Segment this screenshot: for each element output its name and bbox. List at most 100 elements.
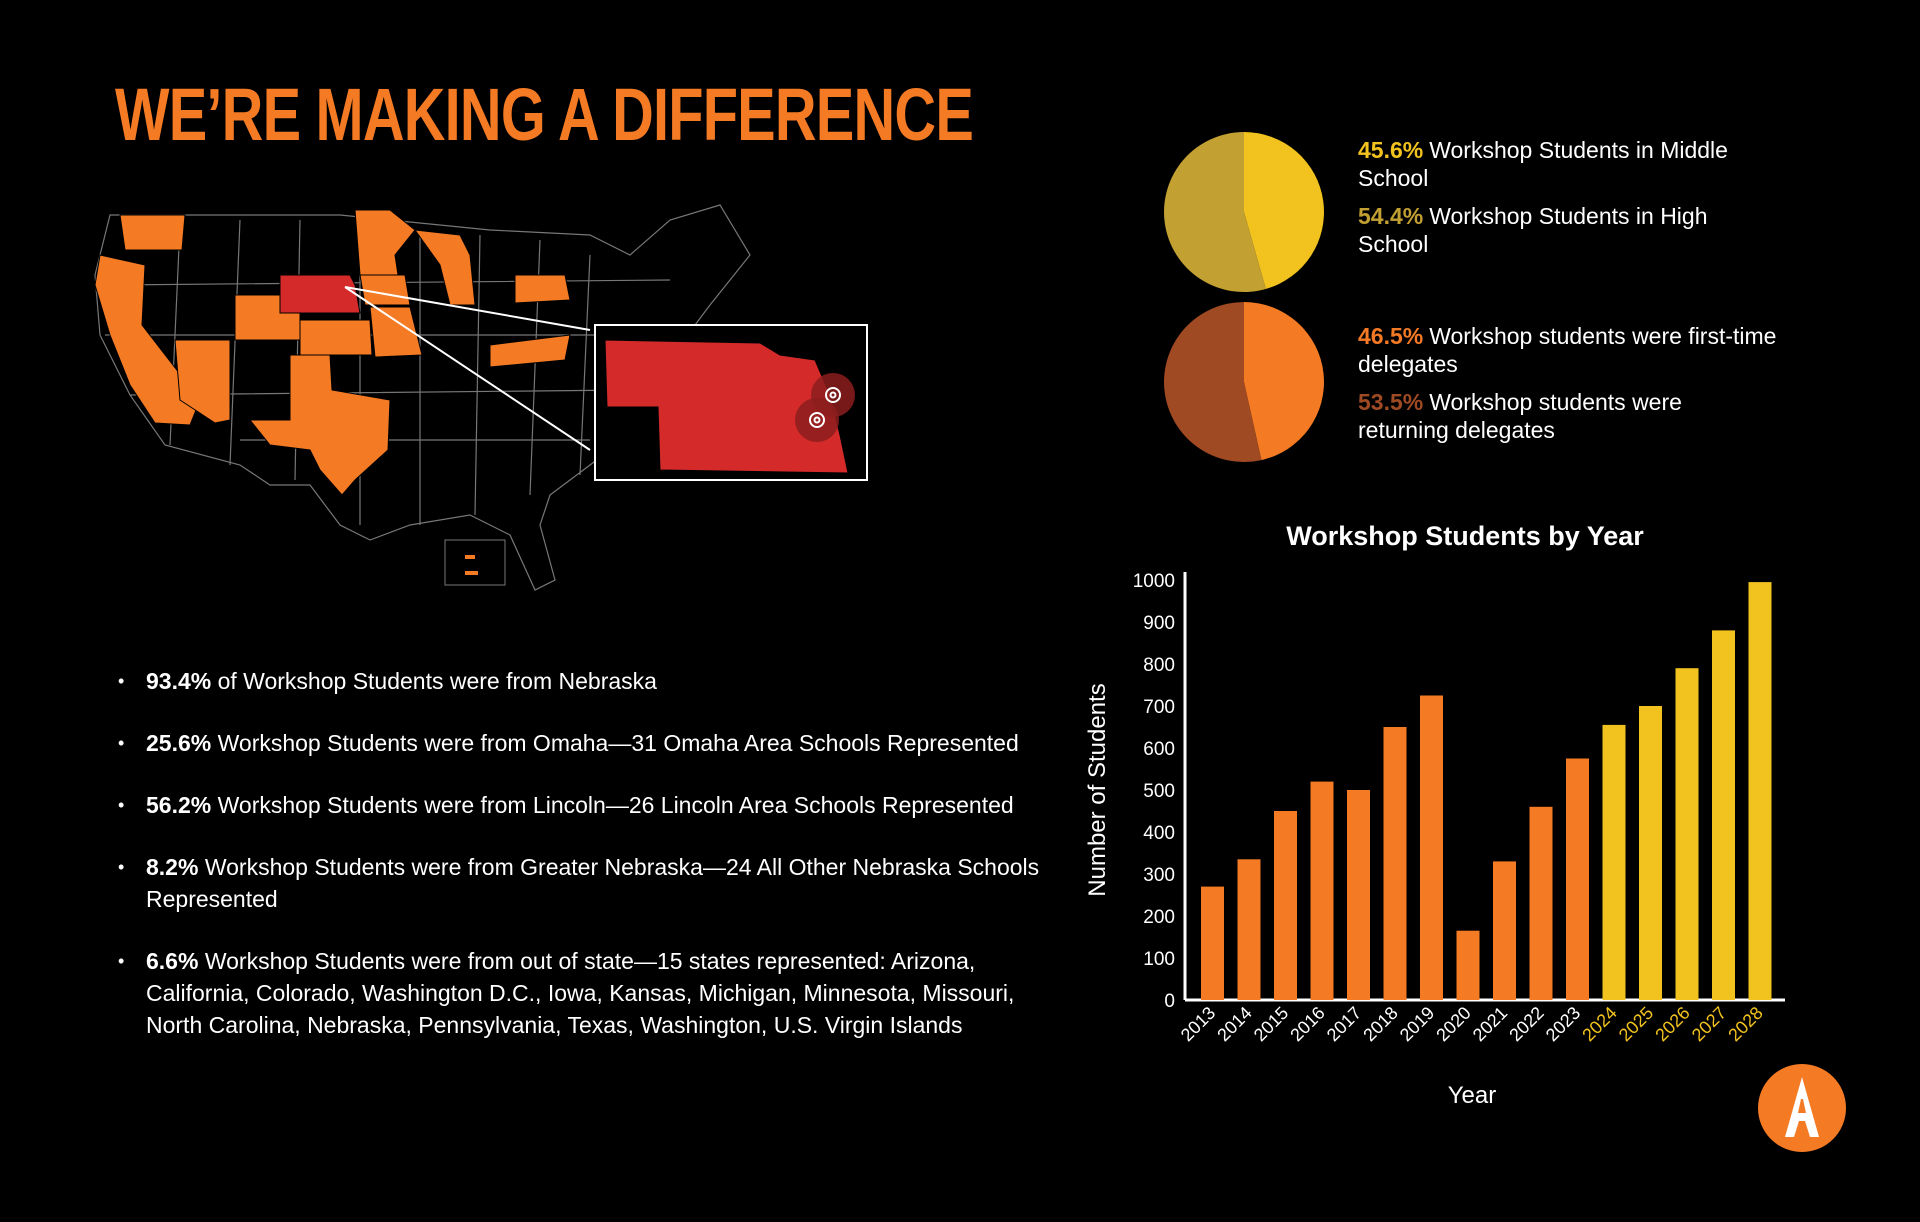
- bar: [1712, 630, 1735, 1000]
- bar-chart-students-by-year: Workshop Students by Year 0 100 200 300 400 50…: [1084, 521, 1785, 1109]
- state-iowa: [359, 274, 411, 306]
- state-arizona: [174, 339, 231, 424]
- bar: [1420, 695, 1443, 1000]
- legend-item: 46.5% Workshop students were first-time d…: [1358, 322, 1778, 378]
- bar: [1237, 859, 1261, 1000]
- y-tick-label: 500: [1143, 781, 1175, 802]
- bar: [1456, 930, 1480, 1000]
- nebraska-inset: [594, 324, 868, 481]
- lincoln-halo: [795, 398, 839, 442]
- stat-text: Workshop Students were from Greater Nebr…: [146, 854, 1040, 912]
- highlighted-states: [94, 209, 571, 586]
- bar: [1383, 727, 1407, 1000]
- brand-logo-icon: [1758, 1064, 1846, 1152]
- list-item: 8.2% Workshop Students were from Greater…: [118, 851, 1048, 915]
- y-tick-label: 400: [1143, 823, 1175, 844]
- x-axis-label: Year: [1448, 1082, 1497, 1109]
- state-nebraska: [279, 274, 361, 314]
- stats-list: 93.4% of Workshop Students were from Neb…: [118, 665, 1048, 1071]
- legend-label: Workshop Students in Middle School: [1358, 137, 1728, 191]
- pie-slice: [1164, 302, 1262, 462]
- bar: [1602, 724, 1626, 1000]
- virgin-islands-box: [444, 539, 506, 586]
- bar: [1310, 781, 1334, 1000]
- legend-item: 54.4% Workshop Students in High School: [1358, 202, 1778, 258]
- list-item: 93.4% of Workshop Students were from Neb…: [118, 665, 1048, 697]
- y-tick-label: 900: [1143, 613, 1175, 634]
- x-tick-label: 2028: [1724, 1003, 1766, 1045]
- state-michigan: [413, 229, 476, 306]
- stat-text: Workshop Students were from Omaha—31 Oma…: [211, 730, 1019, 756]
- bar: [1493, 861, 1516, 1000]
- legend-item: 45.6% Workshop Students in Middle School: [1358, 136, 1778, 192]
- pie-slice: [1244, 302, 1324, 461]
- state-kansas: [299, 319, 373, 356]
- list-item: 25.6% Workshop Students were from Omaha—…: [118, 727, 1048, 759]
- pie-chart-school-level: [1164, 132, 1324, 292]
- us-map: [94, 204, 868, 591]
- omaha-marker-dot: [829, 391, 837, 399]
- x-tick-label: 2014: [1213, 1003, 1255, 1045]
- x-tick-label: 2024: [1578, 1003, 1620, 1045]
- bar: [1347, 790, 1370, 1000]
- virgin-islands: [465, 555, 478, 575]
- bar: [1748, 582, 1772, 1000]
- legend-percent: 46.5%: [1358, 323, 1424, 349]
- y-tick-label: 200: [1143, 907, 1175, 928]
- lincoln-marker-dot: [813, 416, 821, 424]
- page-title: WE’RE MAKING A DIFFERENCE: [115, 73, 974, 156]
- stat-text: Workshop Students were from out of state…: [146, 948, 1015, 1038]
- state-washington: [119, 214, 186, 251]
- x-tick-label: 2018: [1359, 1003, 1401, 1045]
- inset-nebraska: [604, 339, 849, 474]
- bar: [1201, 886, 1224, 1000]
- x-tick-label: 2027: [1688, 1003, 1730, 1045]
- stat-percent: 8.2%: [146, 854, 199, 880]
- state-texas: [248, 354, 391, 496]
- stat-percent: 56.2%: [146, 792, 212, 818]
- x-tick-label: 2013: [1177, 1003, 1219, 1045]
- x-tick-label: 2022: [1505, 1003, 1547, 1045]
- bar: [1566, 758, 1589, 1000]
- state-pennsylvania: [514, 274, 571, 304]
- bar: [1529, 806, 1553, 1000]
- y-axis-label: Number of Students: [1084, 683, 1111, 896]
- chart-title: Workshop Students by Year: [1286, 521, 1644, 551]
- pie-chart-delegate-status: [1164, 302, 1324, 462]
- x-tick-label: 2023: [1542, 1003, 1584, 1045]
- legend-label: Workshop students were returning delegat…: [1358, 389, 1682, 443]
- legend-percent: 54.4%: [1358, 203, 1424, 229]
- y-tick-label: 0: [1164, 991, 1175, 1012]
- callout-line-bottom: [344, 286, 591, 451]
- x-tick-label: 2016: [1286, 1003, 1328, 1045]
- list-item: 6.6% Workshop Students were from out of …: [118, 945, 1048, 1041]
- omaha-marker-icon: [825, 387, 841, 403]
- x-tick-label: 2020: [1432, 1003, 1474, 1045]
- bar: [1274, 811, 1297, 1000]
- bar: [1639, 706, 1662, 1000]
- stat-text: of Workshop Students were from Nebraska: [211, 668, 657, 694]
- pie-legend-school-level: 45.6% Workshop Students in Middle School …: [1358, 136, 1778, 268]
- callout-lines: [344, 286, 591, 451]
- x-tick-label: 2021: [1469, 1003, 1511, 1045]
- x-tick-label: 2017: [1323, 1003, 1365, 1045]
- y-tick-label: 100: [1143, 949, 1175, 970]
- y-tick-label: 800: [1143, 655, 1175, 676]
- state-california: [94, 254, 201, 426]
- x-tick-label: 2019: [1396, 1003, 1438, 1045]
- stat-percent: 25.6%: [146, 730, 212, 756]
- y-tick-label: 300: [1143, 865, 1175, 886]
- pie-slice: [1164, 132, 1266, 292]
- x-tick-label: 2025: [1615, 1003, 1657, 1045]
- pie-legend-delegate-status: 46.5% Workshop students were first-time d…: [1358, 322, 1778, 454]
- legend-percent: 53.5%: [1358, 389, 1424, 415]
- legend-label: Workshop Students in High School: [1358, 203, 1708, 257]
- legend-percent: 45.6%: [1358, 137, 1424, 163]
- x-tick-label: 2015: [1250, 1003, 1292, 1045]
- stat-percent: 93.4%: [146, 668, 212, 694]
- list-item: 56.2% Workshop Students were from Lincol…: [118, 789, 1048, 821]
- y-tick-label: 600: [1143, 739, 1175, 760]
- pie-slice: [1244, 132, 1324, 289]
- lincoln-marker-icon: [809, 412, 825, 428]
- x-tick-label: 2026: [1651, 1003, 1693, 1045]
